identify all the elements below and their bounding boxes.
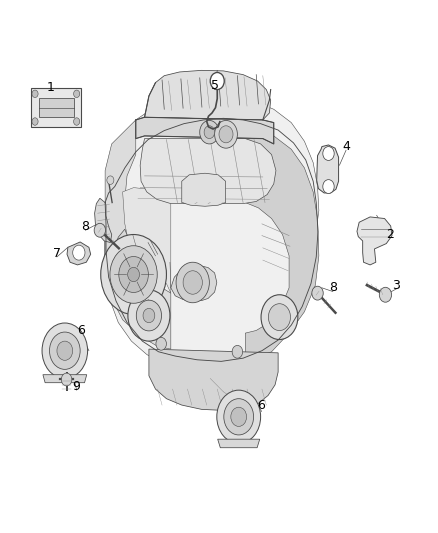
Text: 9: 9 [73, 380, 81, 393]
Circle shape [379, 287, 392, 302]
Text: 8: 8 [81, 220, 89, 233]
Polygon shape [136, 117, 274, 144]
Polygon shape [104, 96, 319, 373]
Circle shape [183, 271, 202, 294]
Polygon shape [149, 349, 278, 410]
Circle shape [128, 290, 170, 341]
Circle shape [101, 235, 166, 314]
Polygon shape [182, 173, 226, 206]
Polygon shape [357, 217, 392, 265]
Circle shape [57, 341, 73, 360]
Polygon shape [245, 129, 319, 362]
Text: 6: 6 [77, 324, 85, 337]
Polygon shape [145, 70, 271, 120]
Circle shape [49, 332, 80, 369]
Polygon shape [105, 120, 171, 349]
Circle shape [32, 90, 38, 98]
Text: 6: 6 [257, 399, 265, 411]
Text: 1: 1 [46, 82, 54, 94]
Circle shape [224, 399, 254, 435]
Polygon shape [67, 242, 91, 265]
Polygon shape [171, 265, 217, 301]
Circle shape [94, 223, 106, 237]
Circle shape [128, 268, 140, 281]
Circle shape [268, 304, 290, 330]
Circle shape [261, 295, 298, 340]
Text: 8: 8 [329, 281, 337, 294]
Polygon shape [115, 229, 136, 265]
Circle shape [74, 90, 80, 98]
Circle shape [32, 118, 38, 125]
Circle shape [323, 180, 334, 193]
Circle shape [204, 126, 215, 139]
Text: 5: 5 [211, 79, 219, 92]
Circle shape [110, 246, 157, 303]
Polygon shape [95, 198, 112, 243]
Polygon shape [317, 145, 339, 193]
Polygon shape [43, 375, 87, 383]
Circle shape [73, 245, 85, 260]
Polygon shape [140, 139, 276, 204]
Circle shape [42, 323, 88, 378]
Polygon shape [31, 88, 81, 127]
Circle shape [156, 337, 166, 350]
Circle shape [136, 300, 162, 331]
Circle shape [232, 345, 243, 358]
Polygon shape [39, 98, 74, 117]
Circle shape [217, 390, 261, 443]
Circle shape [74, 118, 80, 125]
Circle shape [143, 309, 155, 322]
Circle shape [323, 147, 334, 160]
Circle shape [107, 176, 114, 184]
Circle shape [231, 407, 247, 426]
Circle shape [119, 256, 148, 293]
Text: 2: 2 [386, 228, 394, 241]
Text: 3: 3 [392, 279, 400, 292]
Circle shape [61, 373, 72, 386]
Polygon shape [218, 439, 260, 448]
Text: 7: 7 [53, 247, 61, 260]
Polygon shape [123, 188, 171, 293]
Circle shape [312, 286, 323, 300]
Circle shape [210, 72, 224, 90]
Circle shape [200, 120, 219, 144]
Circle shape [176, 262, 209, 303]
Circle shape [215, 120, 237, 148]
Circle shape [219, 126, 233, 143]
Text: 4: 4 [342, 140, 350, 153]
